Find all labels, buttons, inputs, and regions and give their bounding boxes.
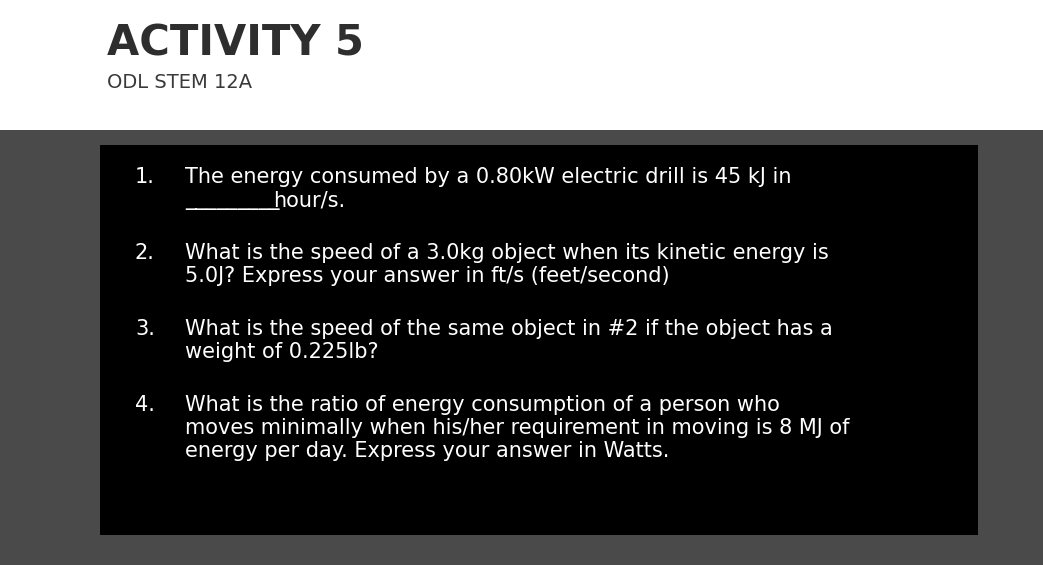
Text: 5.0J? Express your answer in ft/s (feet/second): 5.0J? Express your answer in ft/s (feet/…	[185, 266, 670, 286]
Text: _________: _________	[185, 190, 280, 210]
Bar	[100, 145, 978, 535]
Bar	[0, 0, 1043, 130]
Text: ODL STEM 12A: ODL STEM 12A	[107, 73, 252, 92]
Text: 2.: 2.	[135, 243, 154, 263]
Text: What is the speed of the same object in #2 if the object has a: What is the speed of the same object in …	[185, 319, 832, 339]
Text: moves minimally when his/her requirement in moving is 8 MJ of: moves minimally when his/her requirement…	[185, 418, 849, 438]
Text: hour/s.: hour/s.	[273, 190, 345, 210]
Text: 1.: 1.	[135, 167, 154, 187]
Text: What is the speed of a 3.0kg object when its kinetic energy is: What is the speed of a 3.0kg object when…	[185, 243, 829, 263]
Text: What is the ratio of energy consumption of a person who: What is the ratio of energy consumption …	[185, 395, 780, 415]
Text: weight of 0.225lb?: weight of 0.225lb?	[185, 342, 379, 362]
Text: 3.: 3.	[135, 319, 154, 339]
Text: ACTIVITY 5: ACTIVITY 5	[107, 22, 364, 64]
Bar	[0, 130, 1043, 565]
Text: The energy consumed by a 0.80kW electric drill is 45 kJ in: The energy consumed by a 0.80kW electric…	[185, 167, 792, 187]
Text: 4.: 4.	[135, 395, 154, 415]
Text: energy per day. Express your answer in Watts.: energy per day. Express your answer in W…	[185, 441, 670, 461]
